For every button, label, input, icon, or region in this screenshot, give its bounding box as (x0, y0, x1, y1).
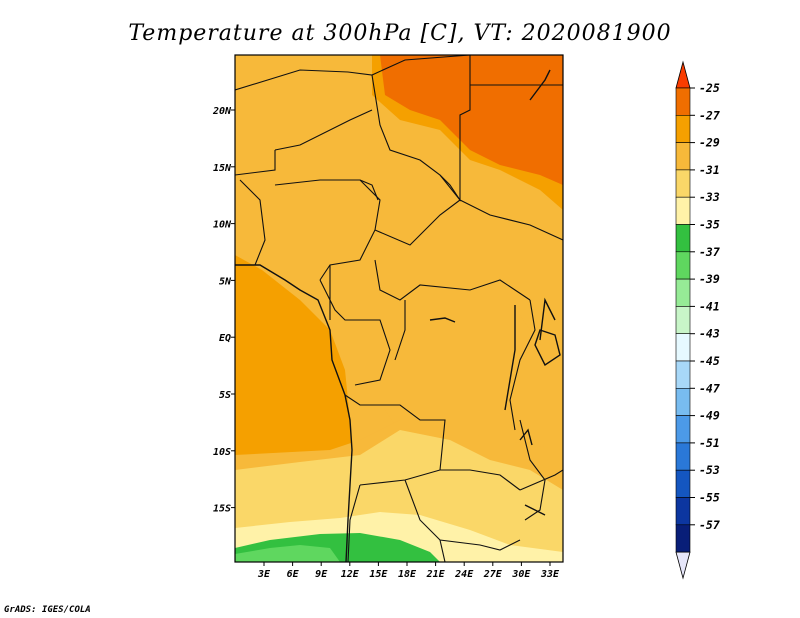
lon-tick-label: 12E (341, 569, 360, 580)
border-line (235, 150, 276, 176)
colorbar-label: -53 (699, 463, 720, 477)
lat-tick-label: 20N (212, 106, 232, 117)
latitude-axis: 20N 15N 10N 5N EQ 5S 10S 15S (212, 106, 235, 515)
lat-tick-label: 10S (213, 447, 231, 458)
border-line (319, 279, 391, 386)
plot-title: Temperature at 300hPa [C], VT: 202008190… (128, 21, 671, 46)
border-line (359, 179, 379, 201)
temperature-field (235, 55, 563, 562)
border-line (519, 419, 546, 521)
lake-victoria (534, 329, 561, 367)
colorbar-swatch (675, 442, 691, 471)
colorbar-label: -43 (699, 327, 720, 341)
colorbar-label: -45 (699, 354, 720, 368)
colorbar-swatch (675, 333, 691, 362)
colorbar-label: -33 (699, 190, 720, 204)
colorbar-label: -57 (699, 518, 720, 532)
country-borders (235, 55, 563, 562)
colorbar-swatch (675, 142, 691, 171)
colorbar-bottom-arrow (675, 551, 691, 580)
longitude-axis: 3E 6E 9E 12E 15E 18E 21E 24E 27E 30E 33E (257, 562, 560, 580)
lon-tick-label: 9E (315, 569, 328, 580)
colorbar-swatch (675, 87, 691, 116)
border-line (459, 199, 563, 241)
coastline (235, 69, 561, 562)
colorbar-swatch (675, 169, 691, 198)
colorbar-swatch (675, 251, 691, 280)
colorbar-swatch (675, 387, 691, 416)
nile-segment (529, 69, 551, 101)
colorbar-label: -27 (699, 108, 720, 122)
colorbar-label: -41 (699, 299, 720, 313)
lon-tick-label: 27E (483, 569, 503, 580)
colorbar-label: -35 (699, 218, 720, 232)
lat-tick-label: 15S (213, 504, 231, 515)
lon-tick-label: 21E (426, 569, 446, 580)
colorbar-swatch (675, 278, 691, 307)
border-line (239, 179, 266, 266)
lat-tick-label: 5S (219, 390, 231, 401)
border-line (274, 109, 373, 151)
border-line (344, 394, 446, 486)
colorbar-label: -37 (699, 245, 720, 259)
border-line (347, 484, 361, 562)
colorbar-swatch (675, 224, 691, 253)
colorbar-swatch (675, 196, 691, 225)
lon-tick-label: 3E (257, 569, 271, 580)
lat-tick-label: 15N (213, 163, 232, 174)
border-line (440, 469, 521, 491)
colorbar-label: -39 (699, 272, 720, 286)
border-line (439, 174, 461, 201)
colorbar-label: -49 (699, 409, 720, 423)
field-band-warmest (380, 55, 563, 185)
border-line (374, 259, 531, 301)
lon-tick-label: 33E (540, 569, 560, 580)
field-band-hotspot (510, 55, 563, 100)
lat-tick-label: 10N (213, 220, 232, 231)
border-line (519, 469, 563, 491)
colorbar-swatch (675, 306, 691, 334)
colorbar-swatch (675, 469, 691, 498)
colorbar-label: -51 (699, 436, 720, 450)
colorbar-top-arrow (675, 60, 691, 89)
colorbar-swatch (675, 360, 691, 389)
colorbar-label: -29 (699, 136, 720, 150)
colorbar-swatch (675, 524, 691, 553)
colorbar-label: -47 (699, 381, 720, 395)
lake-tanganyika (504, 305, 516, 411)
river-segment (429, 317, 456, 323)
lon-tick-label: 15E (369, 569, 388, 580)
colorbar-label: -25 (699, 81, 720, 95)
lon-tick-label: 18E (398, 569, 417, 580)
colorbar-swatch (675, 415, 691, 444)
border-line (374, 199, 461, 246)
map-frame (234, 54, 564, 563)
border-line (394, 300, 406, 361)
lat-tick-label: 5N (219, 276, 232, 287)
field-band-coastal (235, 255, 352, 455)
border-line (509, 299, 536, 431)
lat-tick-label: EQ (219, 333, 231, 344)
lake-albert (539, 297, 556, 341)
border-line (404, 479, 521, 551)
colorbar: -25 -27 -29 -31 -33 -35 -37 -39 -41 -43 -45 -47 -49 -… (675, 60, 720, 580)
lake-kariba (524, 504, 546, 516)
grads-credit: GrADS: IGES/COLA (4, 605, 91, 615)
atlantic-coast (235, 264, 353, 562)
colorbar-label: -31 (699, 163, 720, 177)
lake-mweru (519, 428, 533, 446)
lon-tick-label: 24E (454, 569, 474, 580)
border-line (274, 179, 381, 281)
lon-tick-label: 6E (287, 569, 300, 580)
colorbar-swatch (675, 115, 691, 143)
border-line (235, 55, 471, 91)
colorbar-label: -55 (699, 491, 720, 505)
colorbar-swatch (675, 497, 691, 526)
field-band-central (385, 285, 530, 450)
lon-tick-label: 30E (511, 569, 531, 580)
field-band-south39 (235, 545, 340, 562)
border-line (439, 539, 446, 562)
